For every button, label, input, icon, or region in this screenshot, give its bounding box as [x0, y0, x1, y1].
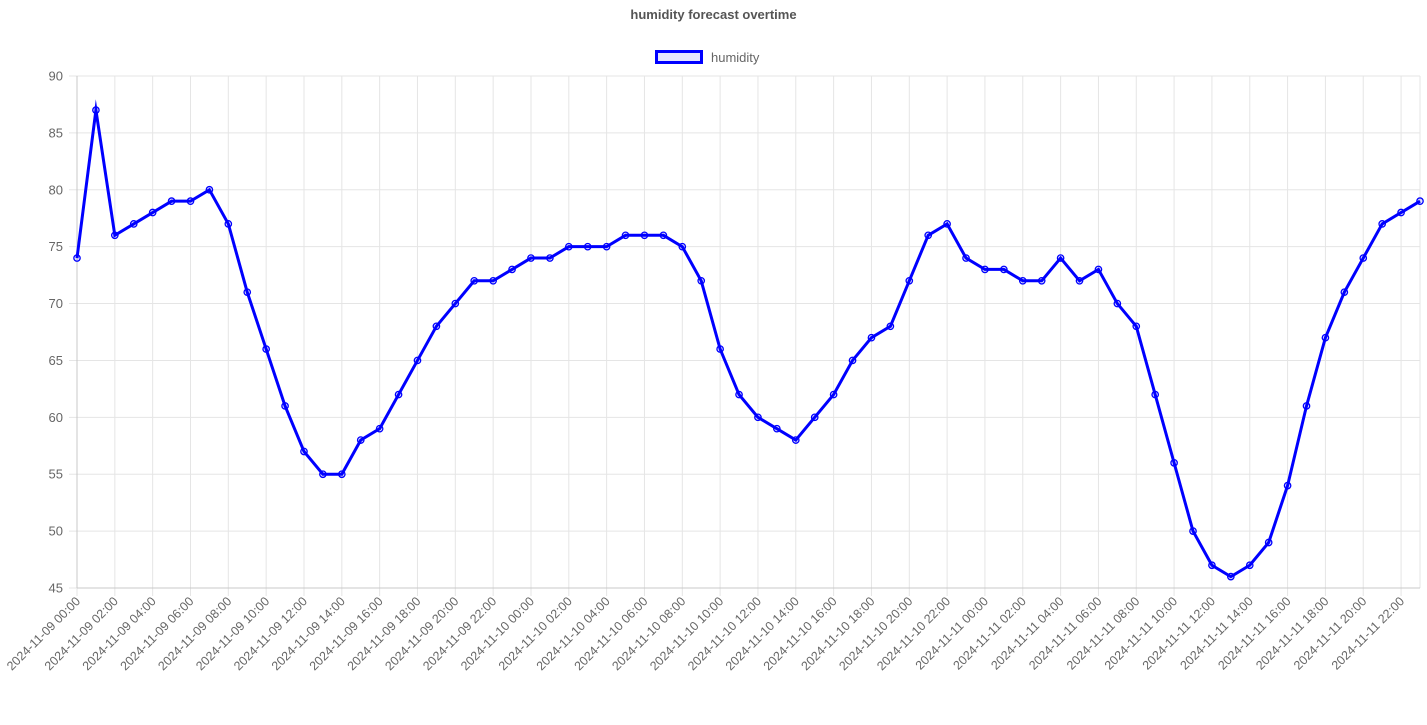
- data-point[interactable]: [339, 471, 345, 477]
- data-point[interactable]: [1076, 278, 1082, 284]
- data-point[interactable]: [868, 334, 874, 340]
- data-point[interactable]: [622, 232, 628, 238]
- data-point[interactable]: [1209, 562, 1215, 568]
- y-tick-label: 60: [49, 410, 63, 425]
- data-point[interactable]: [717, 346, 723, 352]
- data-point[interactable]: [963, 255, 969, 261]
- data-point[interactable]: [376, 426, 382, 432]
- data-point[interactable]: [1114, 300, 1120, 306]
- data-point[interactable]: [282, 403, 288, 409]
- data-point[interactable]: [433, 323, 439, 329]
- y-tick-label: 75: [49, 239, 63, 254]
- data-point[interactable]: [528, 255, 534, 261]
- data-point[interactable]: [906, 278, 912, 284]
- data-point[interactable]: [1360, 255, 1366, 261]
- data-point[interactable]: [1228, 573, 1234, 579]
- data-point[interactable]: [187, 198, 193, 204]
- data-point[interactable]: [414, 357, 420, 363]
- data-point[interactable]: [1379, 221, 1385, 227]
- data-point[interactable]: [887, 323, 893, 329]
- data-point[interactable]: [1417, 198, 1423, 204]
- humidity-series-line: [77, 110, 1420, 576]
- data-point[interactable]: [774, 426, 780, 432]
- data-point[interactable]: [830, 391, 836, 397]
- data-point[interactable]: [1398, 209, 1404, 215]
- y-tick-label: 70: [49, 296, 63, 311]
- data-point[interactable]: [982, 266, 988, 272]
- data-point[interactable]: [168, 198, 174, 204]
- data-point[interactable]: [1284, 482, 1290, 488]
- data-point[interactable]: [1341, 289, 1347, 295]
- data-point[interactable]: [1247, 562, 1253, 568]
- data-point[interactable]: [1265, 539, 1271, 545]
- x-tick-label: 2024-11-11 22:00: [1329, 594, 1407, 672]
- data-point[interactable]: [585, 243, 591, 249]
- data-point[interactable]: [1038, 278, 1044, 284]
- y-tick-label: 80: [49, 182, 63, 197]
- data-point[interactable]: [812, 414, 818, 420]
- data-point[interactable]: [358, 437, 364, 443]
- data-point[interactable]: [1152, 391, 1158, 397]
- data-point[interactable]: [74, 255, 80, 261]
- y-tick-label: 50: [49, 524, 63, 539]
- y-tick-label: 85: [49, 125, 63, 140]
- data-point[interactable]: [641, 232, 647, 238]
- data-point[interactable]: [1133, 323, 1139, 329]
- data-point[interactable]: [131, 221, 137, 227]
- y-tick-label: 90: [49, 69, 63, 84]
- y-tick-label: 55: [49, 467, 63, 482]
- data-point[interactable]: [1001, 266, 1007, 272]
- data-point[interactable]: [1020, 278, 1026, 284]
- data-point[interactable]: [547, 255, 553, 261]
- data-point[interactable]: [93, 107, 99, 113]
- data-point[interactable]: [452, 300, 458, 306]
- data-point[interactable]: [301, 448, 307, 454]
- data-point[interactable]: [944, 221, 950, 227]
- data-point[interactable]: [395, 391, 401, 397]
- data-point[interactable]: [1322, 334, 1328, 340]
- data-point[interactable]: [660, 232, 666, 238]
- data-point[interactable]: [603, 243, 609, 249]
- y-tick-label: 45: [49, 581, 63, 596]
- data-point[interactable]: [225, 221, 231, 227]
- data-point[interactable]: [679, 243, 685, 249]
- data-point[interactable]: [1190, 528, 1196, 534]
- data-point[interactable]: [112, 232, 118, 238]
- data-point[interactable]: [509, 266, 515, 272]
- data-point[interactable]: [736, 391, 742, 397]
- data-point[interactable]: [566, 243, 572, 249]
- data-point[interactable]: [849, 357, 855, 363]
- data-point[interactable]: [755, 414, 761, 420]
- data-point[interactable]: [490, 278, 496, 284]
- data-point[interactable]: [320, 471, 326, 477]
- y-tick-label: 65: [49, 353, 63, 368]
- data-point[interactable]: [1171, 460, 1177, 466]
- data-point[interactable]: [793, 437, 799, 443]
- data-point[interactable]: [149, 209, 155, 215]
- data-point[interactable]: [1057, 255, 1063, 261]
- data-point[interactable]: [1095, 266, 1101, 272]
- data-point[interactable]: [471, 278, 477, 284]
- data-point[interactable]: [925, 232, 931, 238]
- data-point[interactable]: [263, 346, 269, 352]
- data-point[interactable]: [206, 187, 212, 193]
- data-point[interactable]: [698, 278, 704, 284]
- data-point[interactable]: [1303, 403, 1309, 409]
- data-point[interactable]: [244, 289, 250, 295]
